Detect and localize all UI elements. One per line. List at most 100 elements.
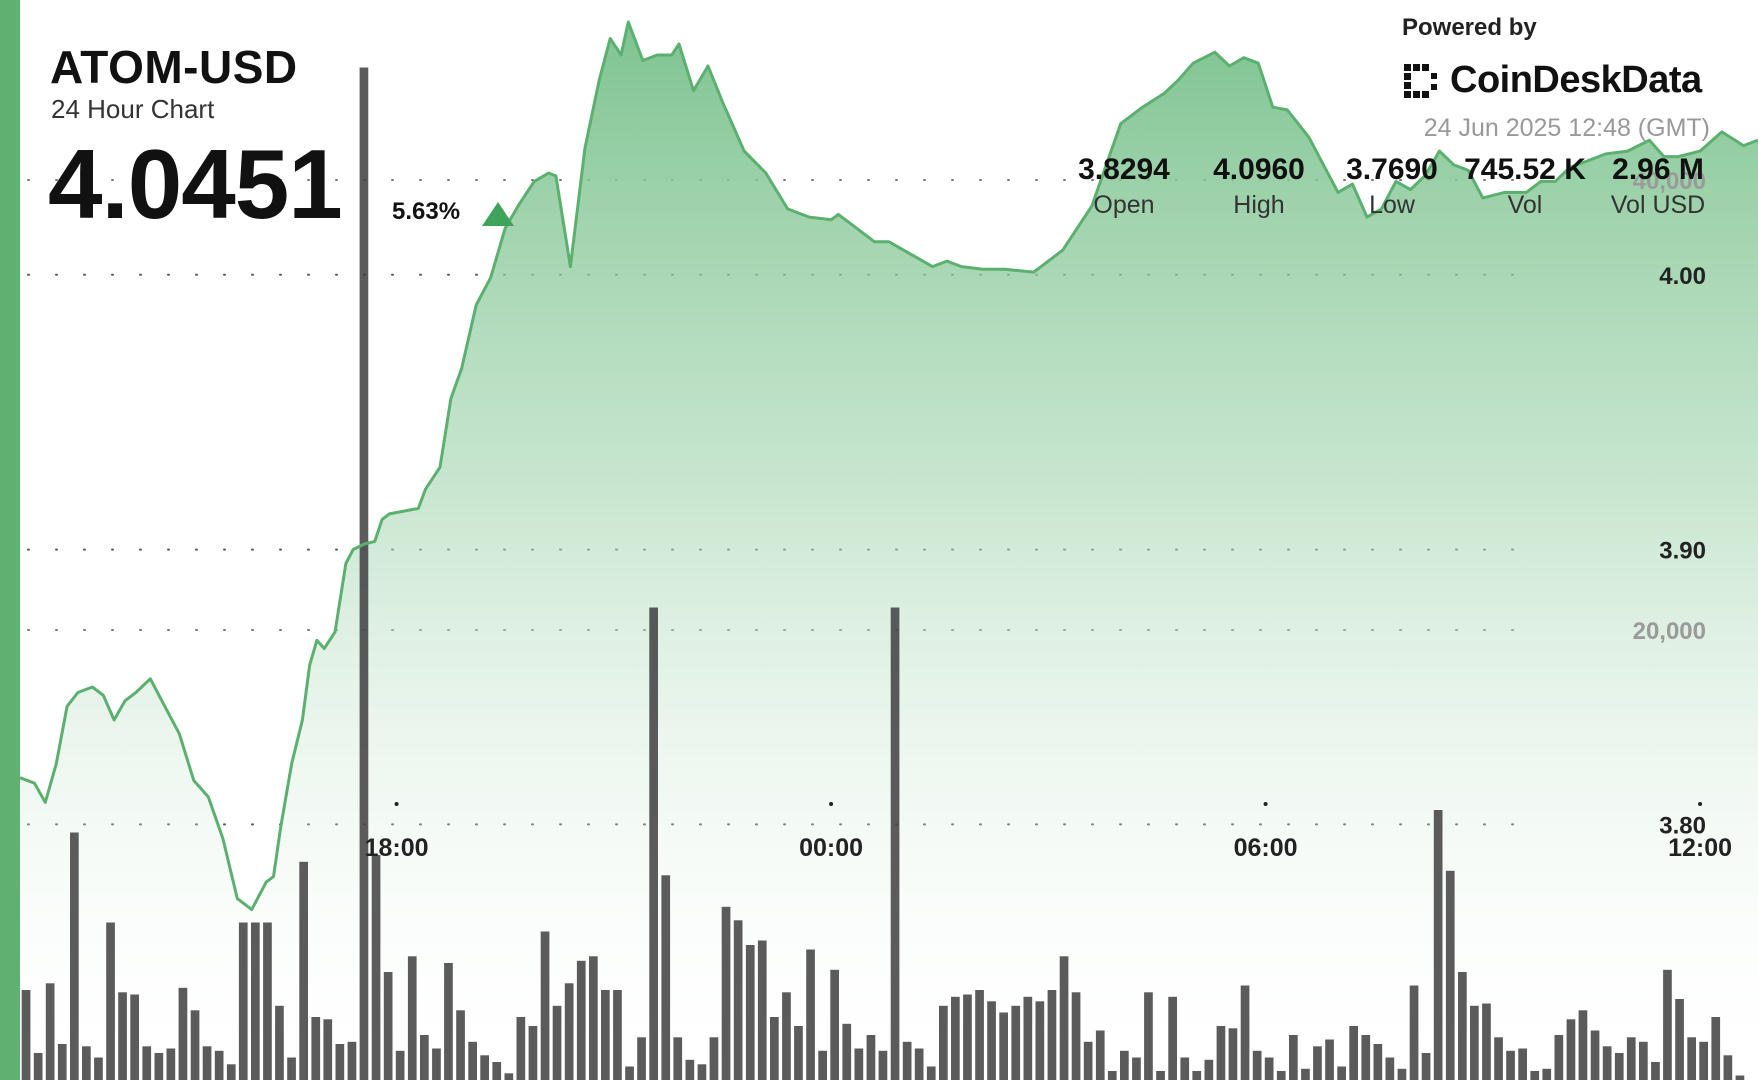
stat-value: 3.7690 (1346, 153, 1438, 186)
volume-bar (1349, 1026, 1358, 1080)
volume-bar (939, 1005, 948, 1080)
volume-bar (589, 956, 598, 1080)
volume-bar (347, 1041, 357, 1080)
volume-bar (1168, 996, 1177, 1080)
axis-labels: 4.00 3.90 3.80 40,000 20,000 18:00 00:00 06:00 1… (365, 168, 1732, 862)
volume-bar (444, 963, 453, 1080)
volume-bar (1433, 810, 1443, 1080)
stat-vol-usd: 2.96 M Vol USD (1588, 152, 1728, 222)
volume-bar (1216, 1026, 1226, 1080)
stat-value: 745.52 K (1464, 153, 1586, 186)
price-tick-label: 3.90 (1659, 538, 1706, 565)
volume-bar (1421, 1053, 1431, 1080)
volume-bar (21, 990, 31, 1080)
volume-bar (697, 1064, 707, 1080)
volume-bar (142, 1046, 152, 1080)
volume-bar (914, 1048, 924, 1080)
volume-bar (214, 1050, 224, 1080)
volume-bar (854, 1048, 864, 1080)
volume-bar (866, 1035, 876, 1080)
stat-label: Vol (1507, 191, 1543, 219)
volume-bar (1083, 1041, 1093, 1080)
volume-bar (456, 1010, 465, 1080)
volume-bar (468, 1041, 477, 1080)
volume-bar (1651, 1062, 1660, 1080)
volume-bar (1494, 1037, 1503, 1080)
volume-bar (1313, 1046, 1322, 1080)
volume-bar (1132, 1057, 1141, 1080)
volume-bar (902, 1041, 912, 1080)
volume-bar (1047, 990, 1057, 1080)
volume-bar (263, 922, 272, 1080)
volume-bar (1011, 1005, 1021, 1080)
price-line (19, 20, 1758, 912)
time-tick-label: 18:00 (365, 834, 429, 862)
volume-bar (552, 1005, 562, 1080)
volume-bar (432, 1048, 441, 1080)
volume-bar (1445, 870, 1455, 1080)
volume-bar (238, 922, 248, 1080)
volume-bar (1470, 1005, 1479, 1080)
volume-bar (1530, 1071, 1540, 1080)
volume-bar (1264, 1057, 1274, 1080)
pair-title: ATOM-USD (50, 41, 298, 93)
volume-bar (190, 1010, 200, 1080)
volume-bar (1602, 1046, 1612, 1080)
change-percent: 5.63% (392, 198, 461, 225)
volume-bar (540, 931, 550, 1080)
stat-value: 2.96 M (1612, 153, 1704, 186)
time-tick-label: 06:00 (1234, 834, 1298, 862)
volume-bar (709, 1037, 719, 1080)
volume-bar (1542, 1068, 1552, 1080)
volume-bar (299, 861, 308, 1080)
volume-bar (951, 996, 960, 1080)
stat-low: 3.7690 Low (1322, 152, 1462, 222)
brand-logo: CoinDeskData (1402, 56, 1702, 104)
time-tick-mark (1263, 802, 1268, 806)
volume-bar (1409, 985, 1419, 1080)
volume-bar (1735, 1075, 1745, 1080)
volume-bar (311, 1017, 321, 1080)
volume-bar (1361, 1035, 1371, 1080)
volume-bar (359, 67, 369, 1080)
volume-bar (1071, 992, 1081, 1080)
volume-bar (251, 922, 260, 1080)
volume-bar (842, 1023, 852, 1080)
volume-bar (178, 987, 188, 1080)
volume-bar (1240, 985, 1250, 1080)
volume-bar (721, 906, 731, 1080)
stat-value: 4.0960 (1213, 153, 1305, 186)
volume-tick-label: 40,000 (1633, 168, 1706, 195)
volume-bar (420, 1035, 429, 1080)
volume-bar (154, 1053, 164, 1080)
volume-bar (673, 1037, 683, 1080)
volume-bar (613, 990, 622, 1080)
volume-bar (1035, 1001, 1045, 1080)
volume-bar (576, 960, 586, 1080)
price-tick-label: 4.00 (1659, 263, 1706, 290)
volume-bar (987, 1001, 996, 1080)
volume-bar (1711, 1017, 1721, 1080)
volume-tick-label: 20,000 (1633, 618, 1706, 645)
stat-high: 4.0960 High (1189, 152, 1329, 222)
volume-bar (1023, 996, 1033, 1080)
up-arrow-icon (482, 202, 514, 226)
volume-bar (926, 1066, 936, 1080)
volume-bar (504, 1073, 514, 1080)
volume-bar (1699, 1041, 1708, 1080)
price-area (20, 22, 1758, 1080)
volume-bar (601, 990, 610, 1080)
volume-bar (1482, 1003, 1491, 1080)
stat-label: High (1233, 191, 1285, 219)
volume-bar (1301, 1068, 1310, 1080)
volume-bar (118, 992, 127, 1080)
volume-bar (806, 949, 815, 1080)
volume-bars (21, 67, 1745, 1080)
stat-label: Vol USD (1610, 191, 1706, 219)
volume-bar (1458, 972, 1467, 1080)
volume-bar (661, 875, 671, 1080)
volume-bar (890, 607, 900, 1080)
volume-bar (878, 1050, 888, 1080)
volume-bar (1325, 1039, 1334, 1080)
